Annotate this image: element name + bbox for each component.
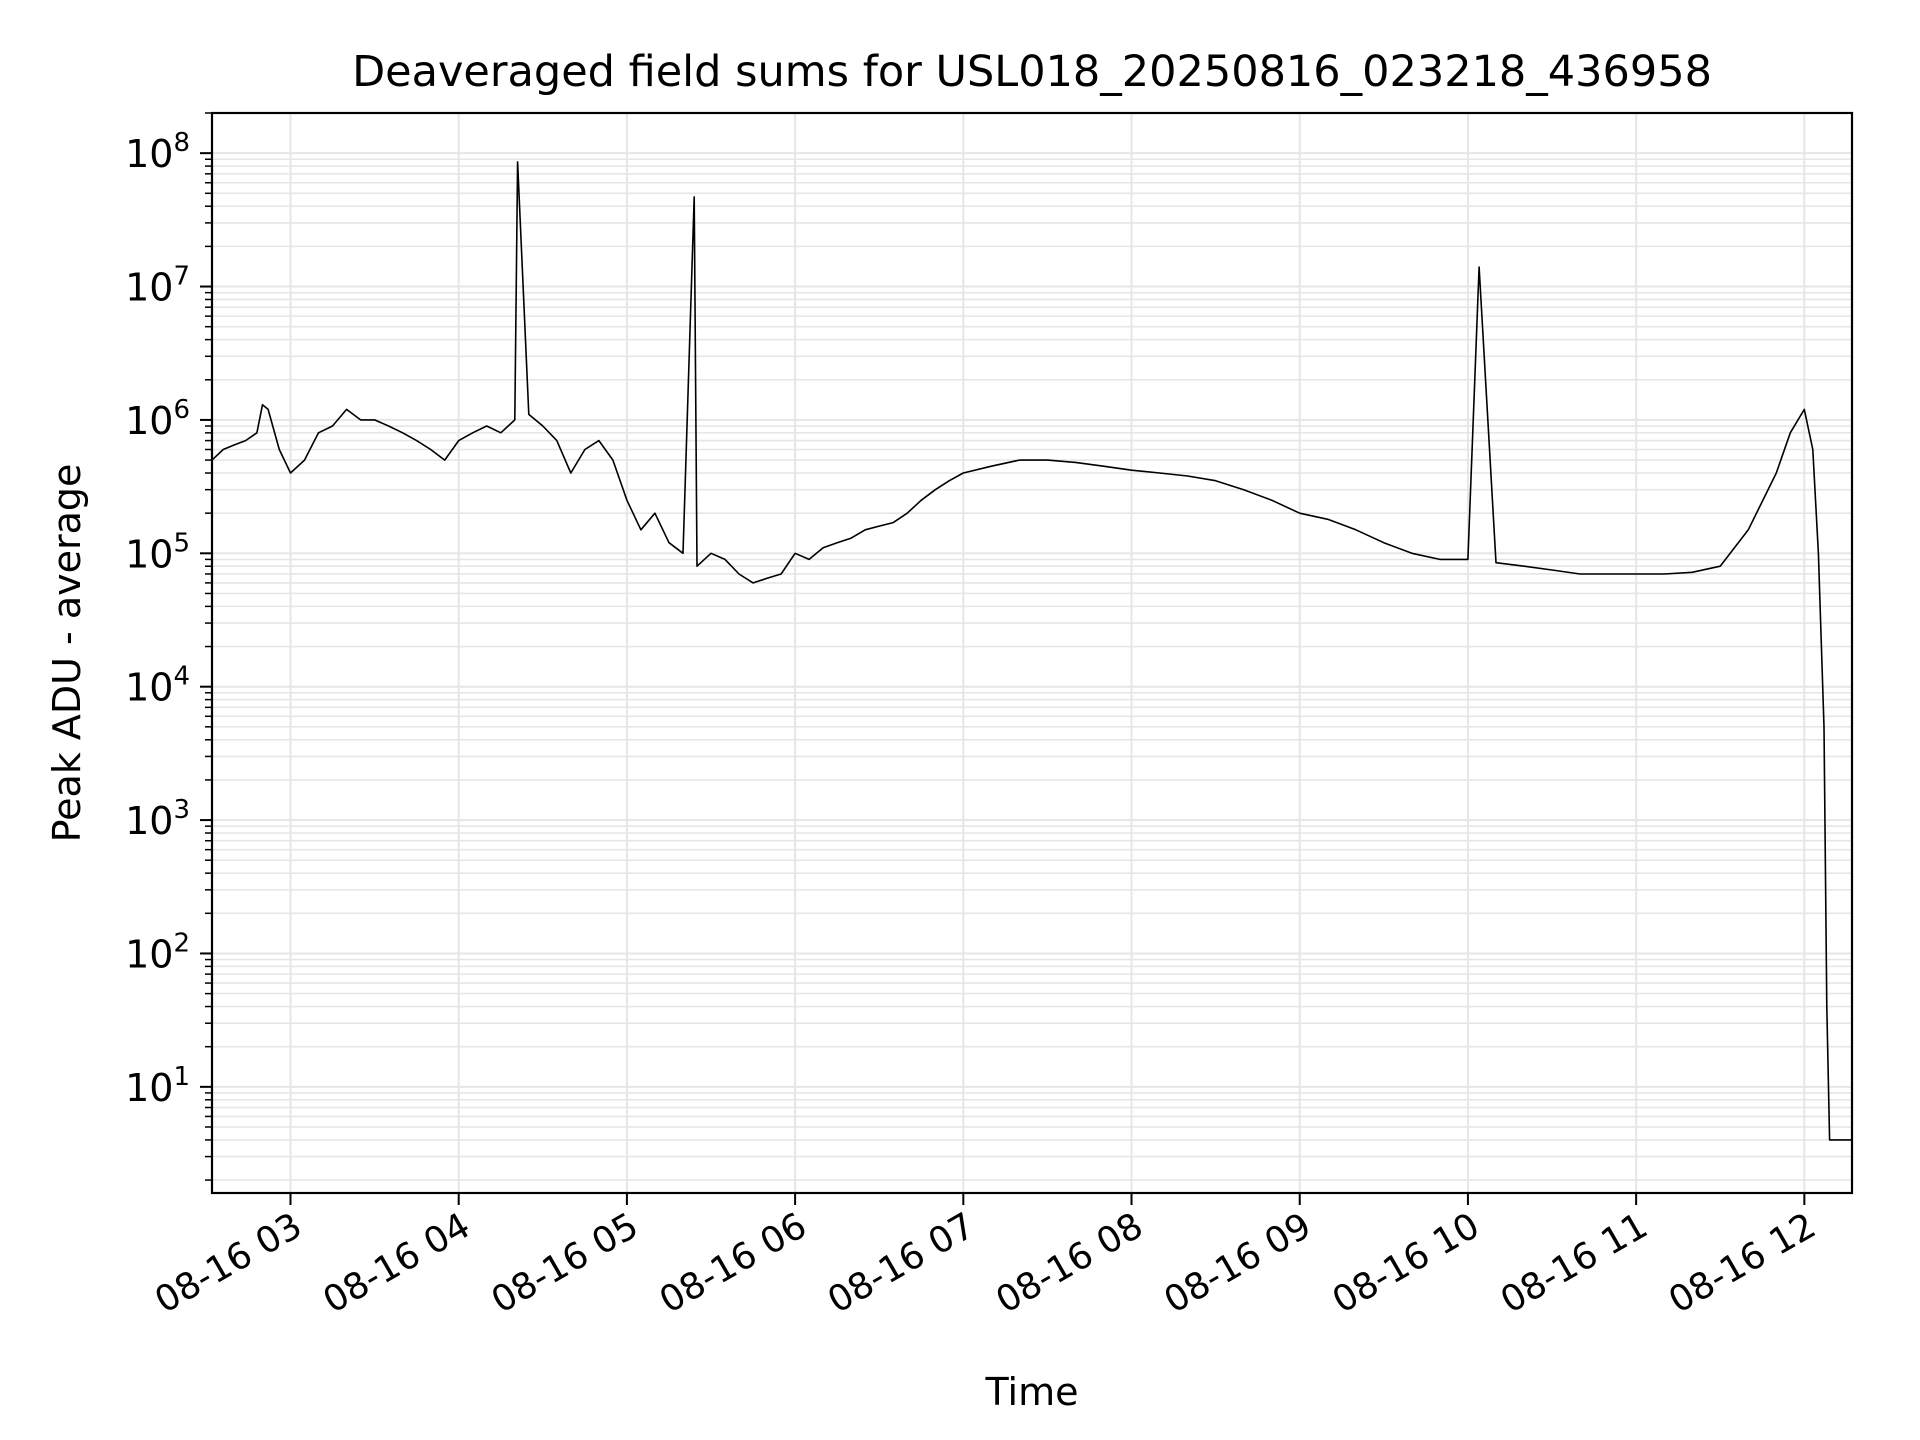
y-tick-label: 101 [125,1062,190,1110]
x-tick-label: 08-16 05 [485,1205,646,1321]
plot-line [211,161,1852,1141]
x-ticks: 08-16 03 08-16 04 08-16 05 08-16 06 08-16 07… [148,1193,1823,1322]
x-tick-label: 08-16 07 [821,1205,982,1321]
series-line [211,161,1852,1141]
y-tick-label: 102 [125,928,190,976]
y-ticks: 101 102 103 104 105 106 107 108 [125,112,212,1181]
y-tick-label: 103 [125,795,190,843]
y-tick-label: 106 [125,395,190,443]
x-tick-label: 08-16 10 [1326,1205,1487,1321]
y-tick-label: 104 [125,662,190,710]
plot-frame [210,111,1854,1195]
x-tick-label: 08-16 08 [989,1205,1150,1321]
x-tick-label: 08-16 03 [148,1205,309,1321]
y-axis-label: Peak ADU - average [45,464,89,843]
grid [212,112,1852,1193]
y-tick-label: 108 [125,128,190,176]
x-axis-label: Time [985,1370,1079,1414]
x-tick-label: 08-16 04 [317,1205,478,1321]
y-tick-label: 107 [125,262,190,310]
x-tick-label: 08-16 11 [1494,1205,1655,1321]
x-tick-label: 08-16 06 [653,1205,814,1321]
x-tick-label: 08-16 12 [1662,1205,1823,1321]
chart-title: Deaveraged field sums for USL018_2025081… [352,47,1712,97]
x-tick-label: 08-16 09 [1158,1205,1319,1321]
y-tick-label: 105 [125,528,190,576]
